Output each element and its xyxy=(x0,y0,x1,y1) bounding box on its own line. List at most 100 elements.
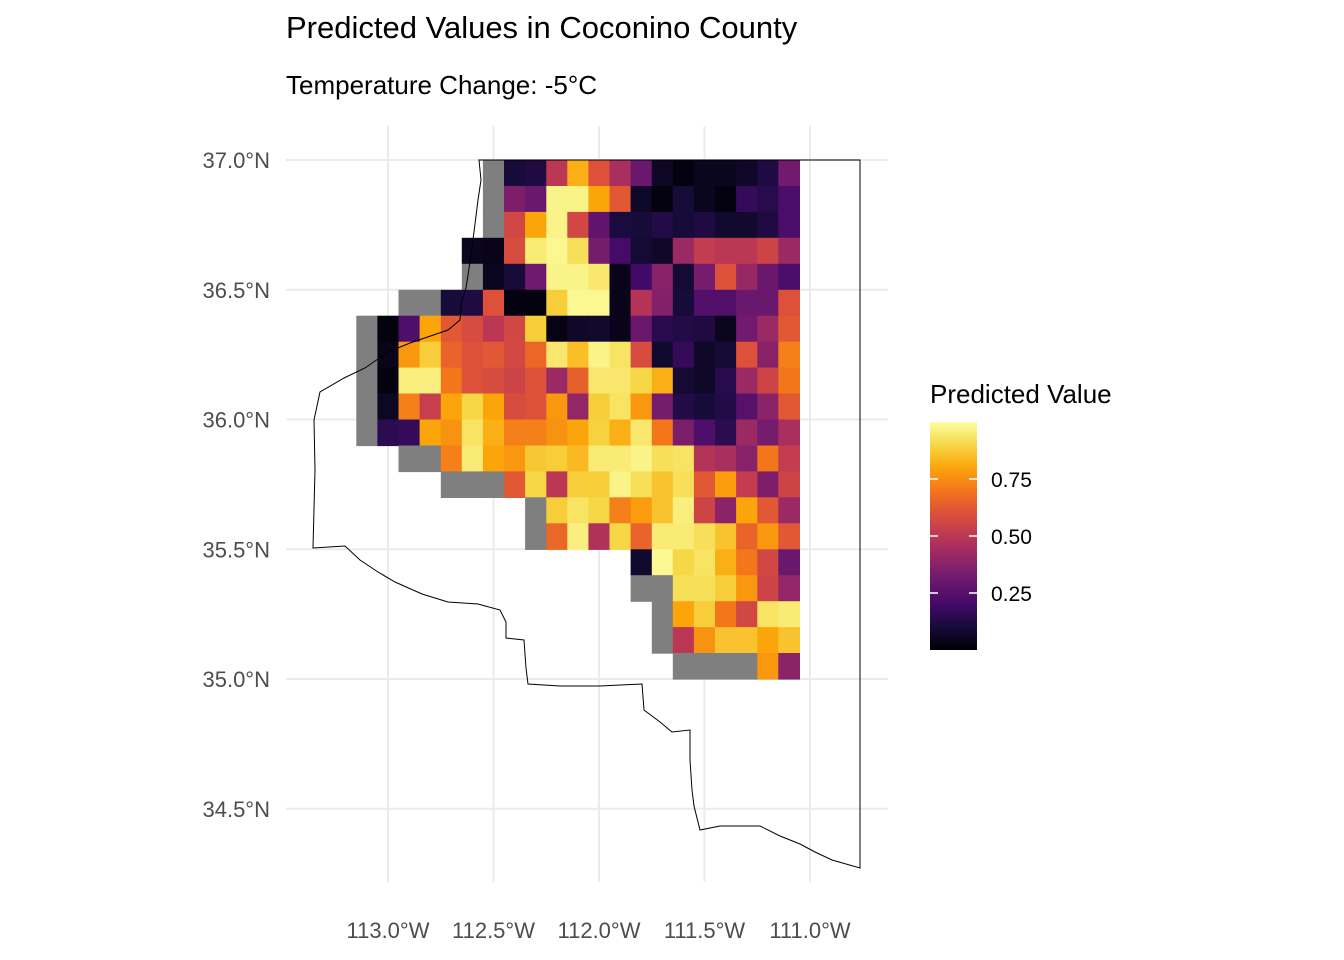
heatmap-cell xyxy=(651,549,674,576)
heatmap-cell xyxy=(778,160,800,187)
heatmap-cell xyxy=(736,523,758,550)
heatmap-cell xyxy=(461,393,484,421)
legend-ticks: 0.25 0.50 0.75 xyxy=(930,469,1032,606)
heatmap-cell xyxy=(778,523,800,550)
heatmap-cell xyxy=(567,523,589,550)
heatmap-cell xyxy=(398,367,421,395)
heatmap-cell xyxy=(440,315,463,343)
heatmap-cell xyxy=(630,393,653,421)
heatmap-cell xyxy=(693,367,716,395)
heatmap-cell xyxy=(504,211,526,239)
heatmap-cell xyxy=(693,237,716,265)
heatmap-cell xyxy=(736,575,758,602)
heatmap-cell xyxy=(440,367,463,395)
heatmap-cell xyxy=(672,393,695,421)
heatmap-cell xyxy=(504,315,526,343)
heatmap-cell xyxy=(588,497,611,524)
heatmap-cell xyxy=(504,419,526,447)
heatmap-cell xyxy=(567,471,589,498)
heatmap-cell xyxy=(736,601,758,628)
heatmap-cell xyxy=(715,237,737,265)
heatmap-cell xyxy=(440,445,463,473)
heatmap-cell xyxy=(461,445,484,473)
heatmap-cell xyxy=(630,419,653,447)
heatmap-cell xyxy=(736,419,758,447)
heatmap-cell xyxy=(693,393,716,421)
heatmap-cell xyxy=(715,523,737,550)
heatmap-cell xyxy=(588,263,611,291)
heatmap-cell xyxy=(525,186,547,213)
heatmap-cell xyxy=(630,289,653,317)
heatmap-cell xyxy=(482,289,505,317)
heatmap-cell xyxy=(715,341,737,369)
heatmap-cell xyxy=(651,211,674,239)
x-tick-label: 112.5°W xyxy=(452,918,535,943)
county-outline xyxy=(312,159,861,869)
heatmap-cell xyxy=(672,601,695,628)
heatmap-cell xyxy=(546,289,568,317)
heatmap-cell xyxy=(504,289,526,317)
heatmap-cell xyxy=(588,160,611,187)
heatmap-cell xyxy=(356,393,378,421)
heatmap-cell xyxy=(546,419,568,447)
y-tick-label: 37.0°N xyxy=(202,148,270,173)
heatmap-cell xyxy=(461,237,484,265)
heatmap-cell xyxy=(693,186,716,213)
heatmap-cell xyxy=(609,523,632,550)
heatmap-cell xyxy=(693,341,716,369)
heatmap-cell xyxy=(567,263,589,291)
heatmap-cell xyxy=(651,160,674,187)
heatmap-cell xyxy=(482,263,505,291)
heatmap-cell xyxy=(672,211,695,239)
heatmap-cell xyxy=(672,471,695,498)
heatmap-cell xyxy=(419,367,442,395)
heatmap-cell xyxy=(736,367,758,395)
heatmap-cell xyxy=(693,653,716,680)
heatmap-cell xyxy=(736,471,758,498)
heatmap-cell xyxy=(630,523,653,550)
heatmap-cell xyxy=(651,341,674,369)
heatmap-cell xyxy=(715,549,737,576)
heatmap-cell xyxy=(504,367,526,395)
heatmap-cell xyxy=(609,445,632,473)
county-boundary-line xyxy=(312,159,861,869)
heatmap-cell xyxy=(461,471,484,498)
heatmap-cell xyxy=(504,160,526,187)
heatmap-cell xyxy=(482,471,505,498)
heatmap-cell xyxy=(356,419,378,447)
heatmap-cell xyxy=(525,211,547,239)
heatmap-cell xyxy=(546,315,568,343)
heatmap-cell xyxy=(504,237,526,265)
heatmap-cell xyxy=(693,627,716,654)
heatmap-cell xyxy=(377,393,400,421)
heatmap-cell xyxy=(567,211,589,239)
heatmap-cell xyxy=(525,367,547,395)
heatmap-cell xyxy=(630,263,653,291)
chart-subtitle: Temperature Change: -5°C xyxy=(286,70,597,100)
heatmap-cell xyxy=(482,341,505,369)
heatmap-cell xyxy=(546,341,568,369)
heatmap-cell xyxy=(778,653,800,680)
heatmap-cell xyxy=(736,341,758,369)
heatmap-cell xyxy=(546,445,568,473)
heatmap-cell xyxy=(651,315,674,343)
heatmap-cell xyxy=(736,497,758,524)
heatmap-cell xyxy=(525,523,547,550)
heatmap-cell xyxy=(419,419,442,447)
heatmap-cell xyxy=(630,315,653,343)
heatmap-cell xyxy=(609,471,632,498)
heatmap-cell xyxy=(546,263,568,291)
heatmap-cell xyxy=(778,419,800,447)
heatmap-cell xyxy=(567,160,589,187)
heatmap-cell xyxy=(757,575,779,602)
heatmap-cell xyxy=(609,315,632,343)
heatmap-cell xyxy=(736,160,758,187)
heatmap-cell xyxy=(757,471,779,498)
heatmap-cell xyxy=(588,186,611,213)
heatmap-cells xyxy=(356,160,800,680)
legend-tick-label: 0.75 xyxy=(991,469,1032,492)
heatmap-cell xyxy=(778,601,800,628)
heatmap-cell xyxy=(693,315,716,343)
heatmap-cell xyxy=(757,315,779,343)
heatmap-cell xyxy=(588,471,611,498)
